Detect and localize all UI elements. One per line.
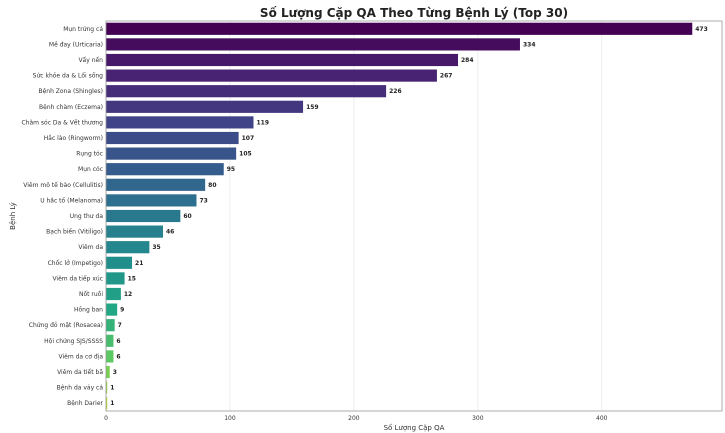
bar <box>106 272 125 285</box>
bar <box>106 194 197 207</box>
y-tick-label: Bạch biến (Vitiligo) <box>46 229 103 236</box>
y-tick-label: Viêm da tiết bã <box>57 369 103 376</box>
y-tick-label: Nốt ruồi <box>79 290 103 298</box>
y-tick-label: U hắc tố (Melanoma) <box>40 197 103 204</box>
y-tick-label: Hắc lào (Ringworm) <box>44 135 103 142</box>
bar <box>106 319 115 332</box>
y-tick-label: Vẩy nến <box>78 57 103 64</box>
data-label: 267 <box>440 73 453 80</box>
data-label: 119 <box>256 119 269 126</box>
bar <box>106 397 108 410</box>
data-label: 159 <box>306 104 319 111</box>
x-tick-label: 300 <box>472 415 484 422</box>
data-label: 12 <box>124 291 132 298</box>
bar <box>106 350 114 363</box>
y-tick-label: Sức khỏe da & Lối sống <box>33 73 104 80</box>
data-label: 226 <box>389 88 402 95</box>
y-tick-label: Viêm da tiếp xúc <box>52 275 103 282</box>
data-label: 334 <box>523 41 536 48</box>
y-tick-label: Chốc lở (Impetigo) <box>48 260 103 267</box>
data-label: 46 <box>166 229 174 236</box>
bar <box>106 100 304 113</box>
y-tick-labels: Mụn trứng cá Mề đay (Urticaria) Vẩy nến Sức… <box>21 26 103 407</box>
bar <box>106 225 164 238</box>
data-label: 95 <box>227 166 235 173</box>
bar <box>106 116 254 129</box>
y-tick-label: Viêm mô tế bào (Cellulitis) <box>23 182 103 189</box>
data-label: 6 <box>116 338 120 345</box>
x-axis-title: Số Lượng Cặp QA <box>384 424 445 432</box>
data-label: 60 <box>183 213 191 220</box>
bars <box>106 22 693 410</box>
bar <box>106 381 108 394</box>
y-tick-label: Bệnh Zona (Shingles) <box>38 88 103 95</box>
bar <box>106 85 387 98</box>
chart-title: Số Lượng Cặp QA Theo Từng Bệnh Lý (Top 3… <box>260 6 568 20</box>
data-label: 284 <box>461 57 474 64</box>
data-label: 3 <box>113 369 117 376</box>
x-tick-label: 100 <box>224 415 236 422</box>
y-tick-label: Chăm sóc Da & Vết thương <box>21 119 103 126</box>
bar <box>106 53 458 67</box>
bar <box>106 69 437 82</box>
y-tick-label: Ung thư da <box>70 213 104 220</box>
y-tick-label: Hồng ban <box>74 306 103 314</box>
y-tick-label: Chứng đỏ mặt (Rosacea) <box>29 322 103 329</box>
data-label: 80 <box>208 182 216 189</box>
data-label: 6 <box>116 353 120 360</box>
data-label: 473 <box>695 26 708 33</box>
bar <box>106 241 150 254</box>
y-tick-label: Bệnh da vảy cá <box>57 385 104 392</box>
y-tick-label: Mụn trứng cá <box>63 26 103 33</box>
data-label: 7 <box>118 322 122 329</box>
data-label: 73 <box>199 197 207 204</box>
data-label: 35 <box>152 244 160 251</box>
bar <box>106 287 121 301</box>
data-label: 105 <box>239 151 252 158</box>
bar <box>106 365 110 379</box>
bar <box>106 147 237 160</box>
bar <box>106 22 693 35</box>
y-axis-title: Bệnh Lý <box>9 202 17 230</box>
y-tick-label: Mụn cóc <box>78 166 103 173</box>
bar <box>106 178 206 191</box>
y-tick-label: Bệnh Darier <box>67 400 103 407</box>
bar <box>106 38 520 51</box>
data-label: 107 <box>242 135 255 142</box>
data-label: 1 <box>110 385 114 392</box>
y-tick-label: Hội chứng SJS/SSSS <box>44 338 103 345</box>
bar <box>106 131 239 145</box>
bar <box>106 163 224 176</box>
y-tick-label: Rụng tóc <box>76 151 103 158</box>
x-tick-label: 400 <box>596 415 608 422</box>
data-label: 1 <box>110 400 114 407</box>
data-labels: 4733342842672261591191071059580736046352… <box>110 26 708 407</box>
x-tick-label: 200 <box>348 415 360 422</box>
bar <box>106 209 181 223</box>
x-tick-label: 0 <box>104 415 108 422</box>
y-tick-label: Viêm da cơ địa <box>58 353 103 360</box>
y-tick-label: Mề đay (Urticaria) <box>49 40 103 48</box>
data-label: 15 <box>128 275 136 282</box>
y-tick-label: Bệnh chàm (Eczema) <box>39 104 103 111</box>
data-label: 9 <box>120 307 124 314</box>
bar <box>106 303 118 316</box>
bar <box>106 334 114 347</box>
bar <box>106 256 133 269</box>
data-label: 21 <box>135 260 143 267</box>
plot-frame <box>105 20 723 412</box>
y-tick-label: Viêm da <box>78 244 103 251</box>
x-tick-labels: 0 100 200 300 400 <box>104 415 608 422</box>
